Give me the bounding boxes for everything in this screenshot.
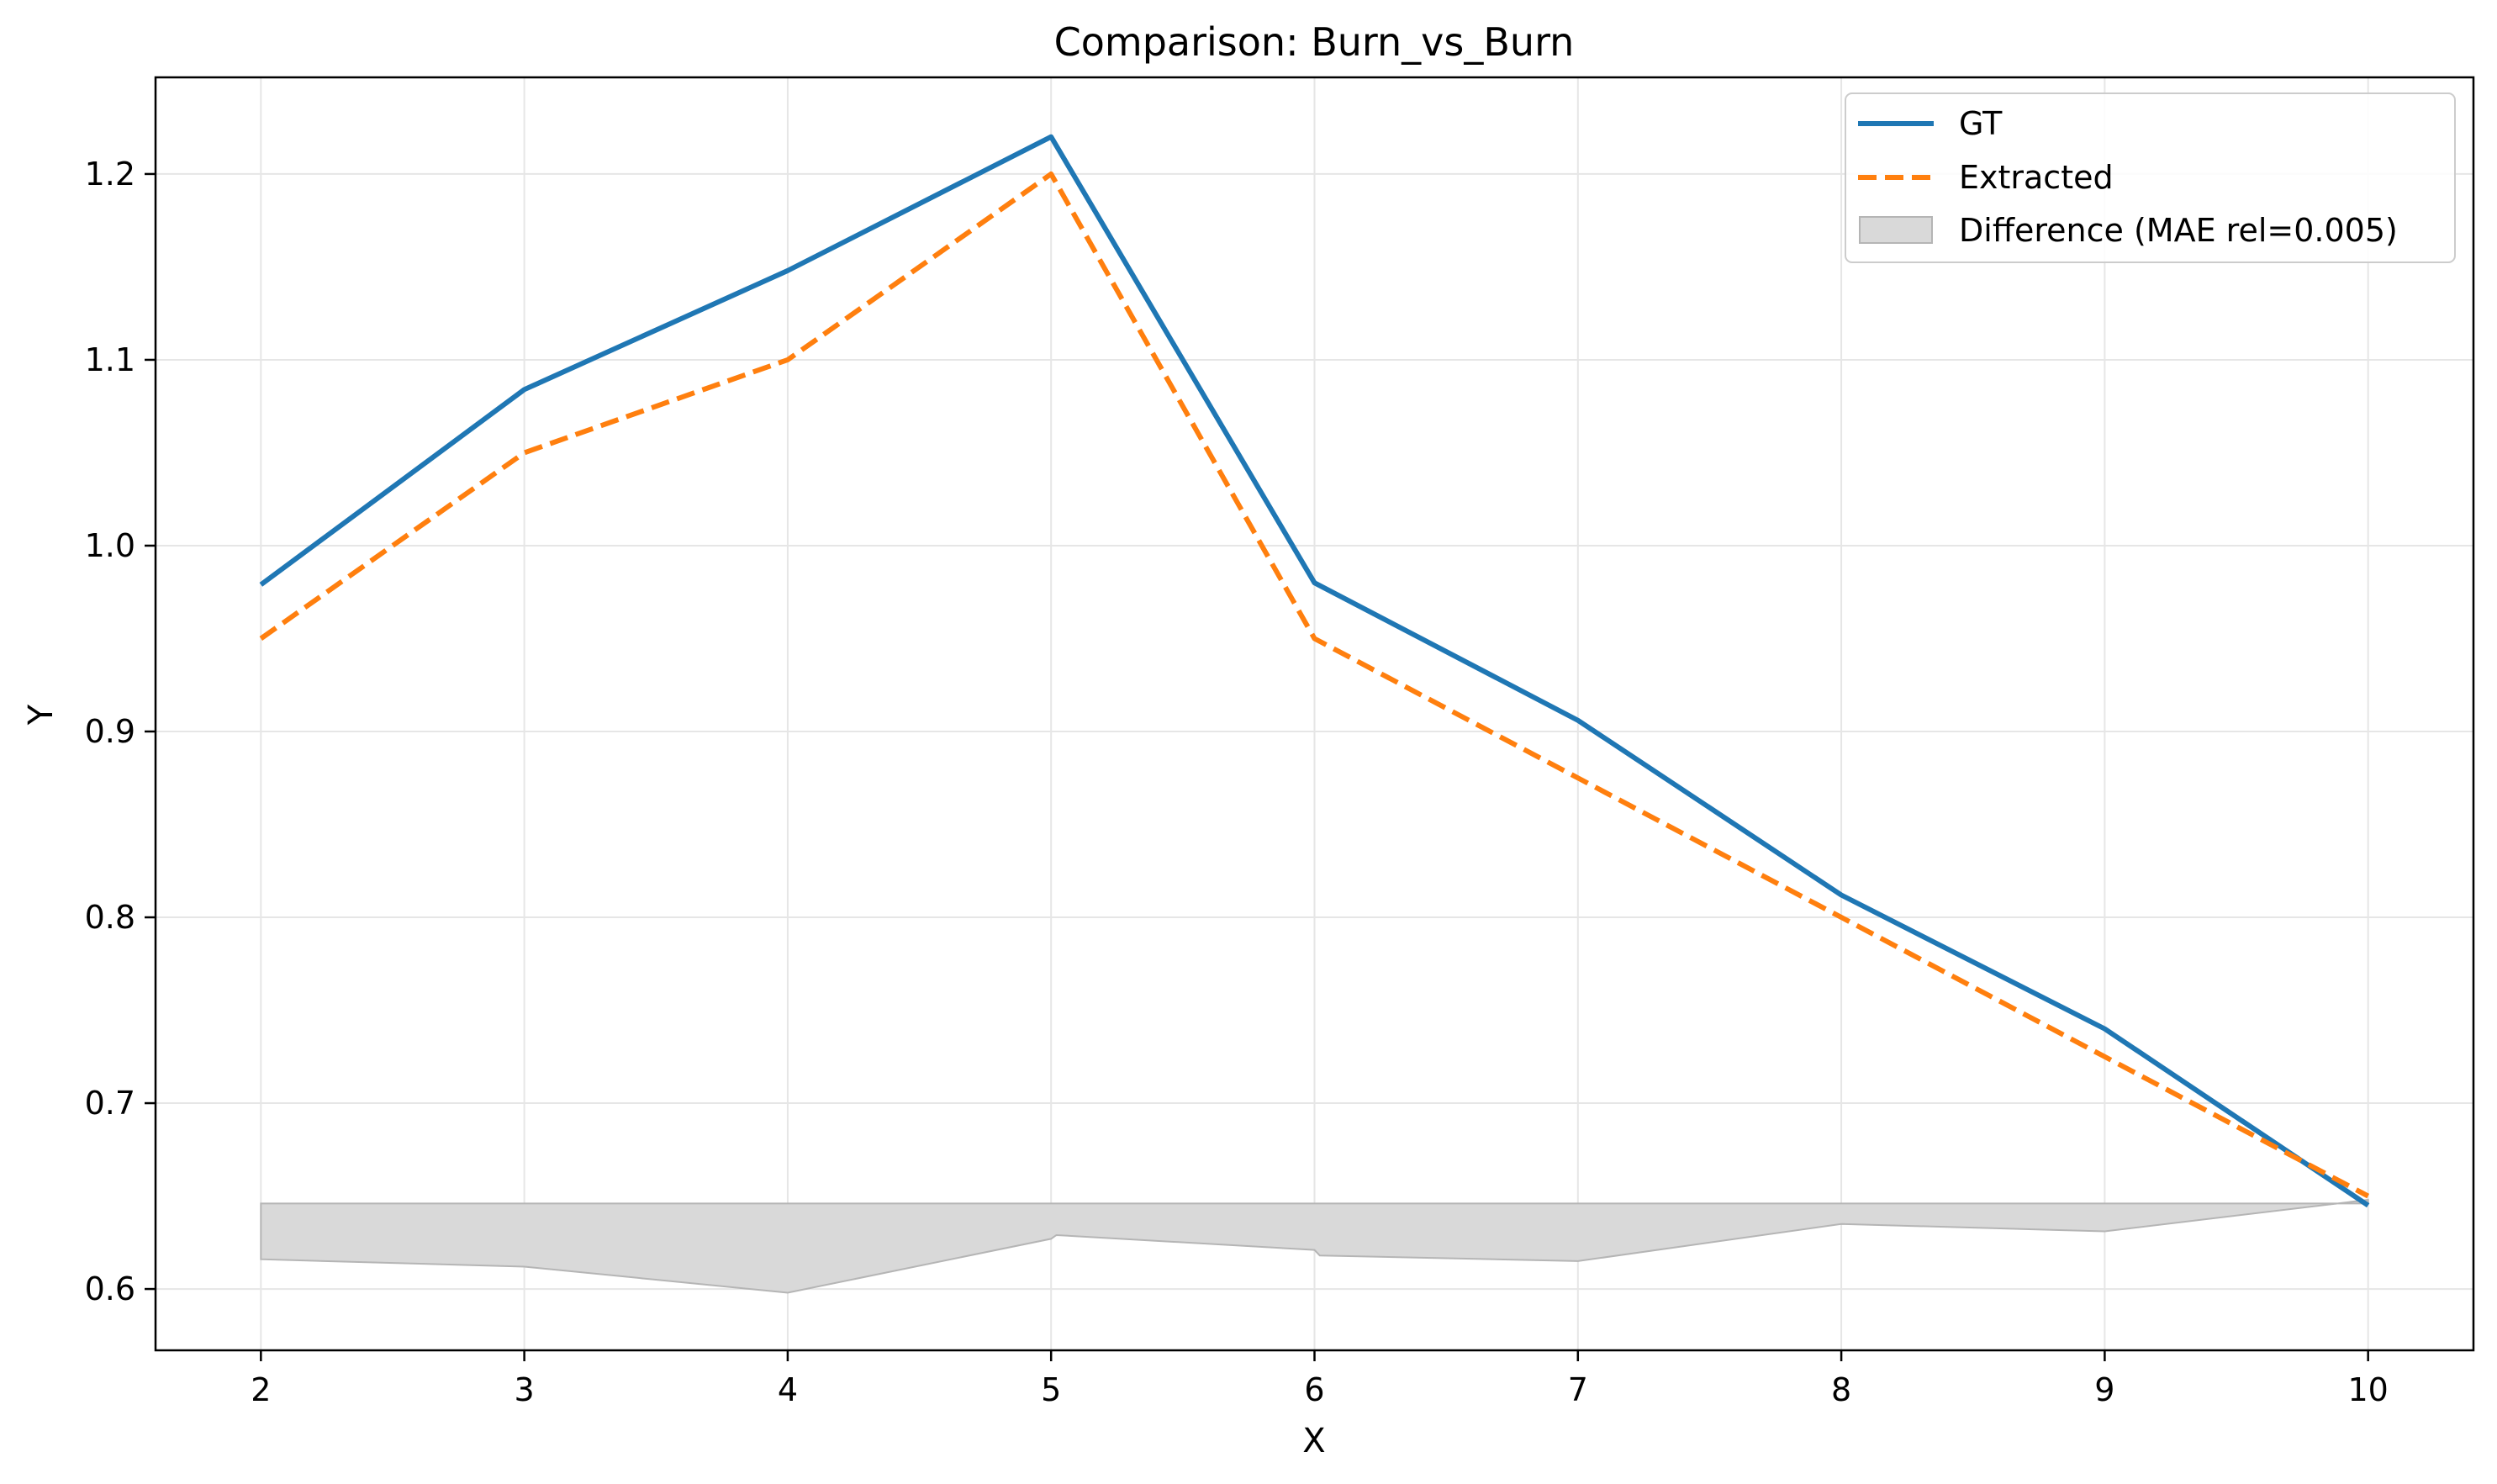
x-tick-label: 3 xyxy=(515,1371,535,1408)
y-tick-label: 1.2 xyxy=(85,156,135,193)
y-tick-label: 1.0 xyxy=(85,527,135,564)
chart-title: Comparison: Burn_vs_Burn xyxy=(1054,19,1575,65)
x-tick-label: 10 xyxy=(2348,1371,2389,1408)
x-axis-label: X xyxy=(1302,1422,1325,1460)
x-tick-label: 8 xyxy=(1831,1371,1851,1408)
legend-difference-swatch xyxy=(1859,216,1933,244)
x-tick-label: 9 xyxy=(2094,1371,2114,1408)
series-lines xyxy=(259,134,2370,1208)
y-tick-label: 0.8 xyxy=(85,899,135,936)
legend: GT Extracted Difference (MAE rel=0.005) xyxy=(1845,92,2456,263)
x-tick-label: 2 xyxy=(251,1371,271,1408)
legend-extracted-label: Extracted xyxy=(1959,159,2114,196)
x-tick-label: 6 xyxy=(1304,1371,1324,1408)
difference-band xyxy=(260,1198,2369,1294)
difference-area xyxy=(260,1198,2369,1294)
x-tick-label: 5 xyxy=(1041,1371,1061,1408)
legend-gt-label: GT xyxy=(1959,105,2003,142)
y-axis-label: Y xyxy=(22,704,61,726)
extracted-series-line xyxy=(259,171,2370,1199)
y-tick-label: 0.6 xyxy=(85,1270,135,1307)
grid xyxy=(156,77,2473,1350)
x-tick-label: 7 xyxy=(1568,1371,1588,1408)
gt-series-line xyxy=(259,134,2370,1208)
legend-difference-label: Difference (MAE rel=0.005) xyxy=(1959,212,2398,249)
y-tick-label: 1.1 xyxy=(85,341,135,378)
x-tick-label: 4 xyxy=(778,1371,798,1408)
axis-ticks: 2 3 4 5 6 7 8 9 10 0.6 0.7 0.8 0.9 1.0 1.1 1.2 xyxy=(85,156,2389,1408)
y-tick-label: 0.7 xyxy=(85,1085,135,1122)
y-tick-label: 0.9 xyxy=(85,713,135,750)
legend-box xyxy=(1845,92,2456,263)
